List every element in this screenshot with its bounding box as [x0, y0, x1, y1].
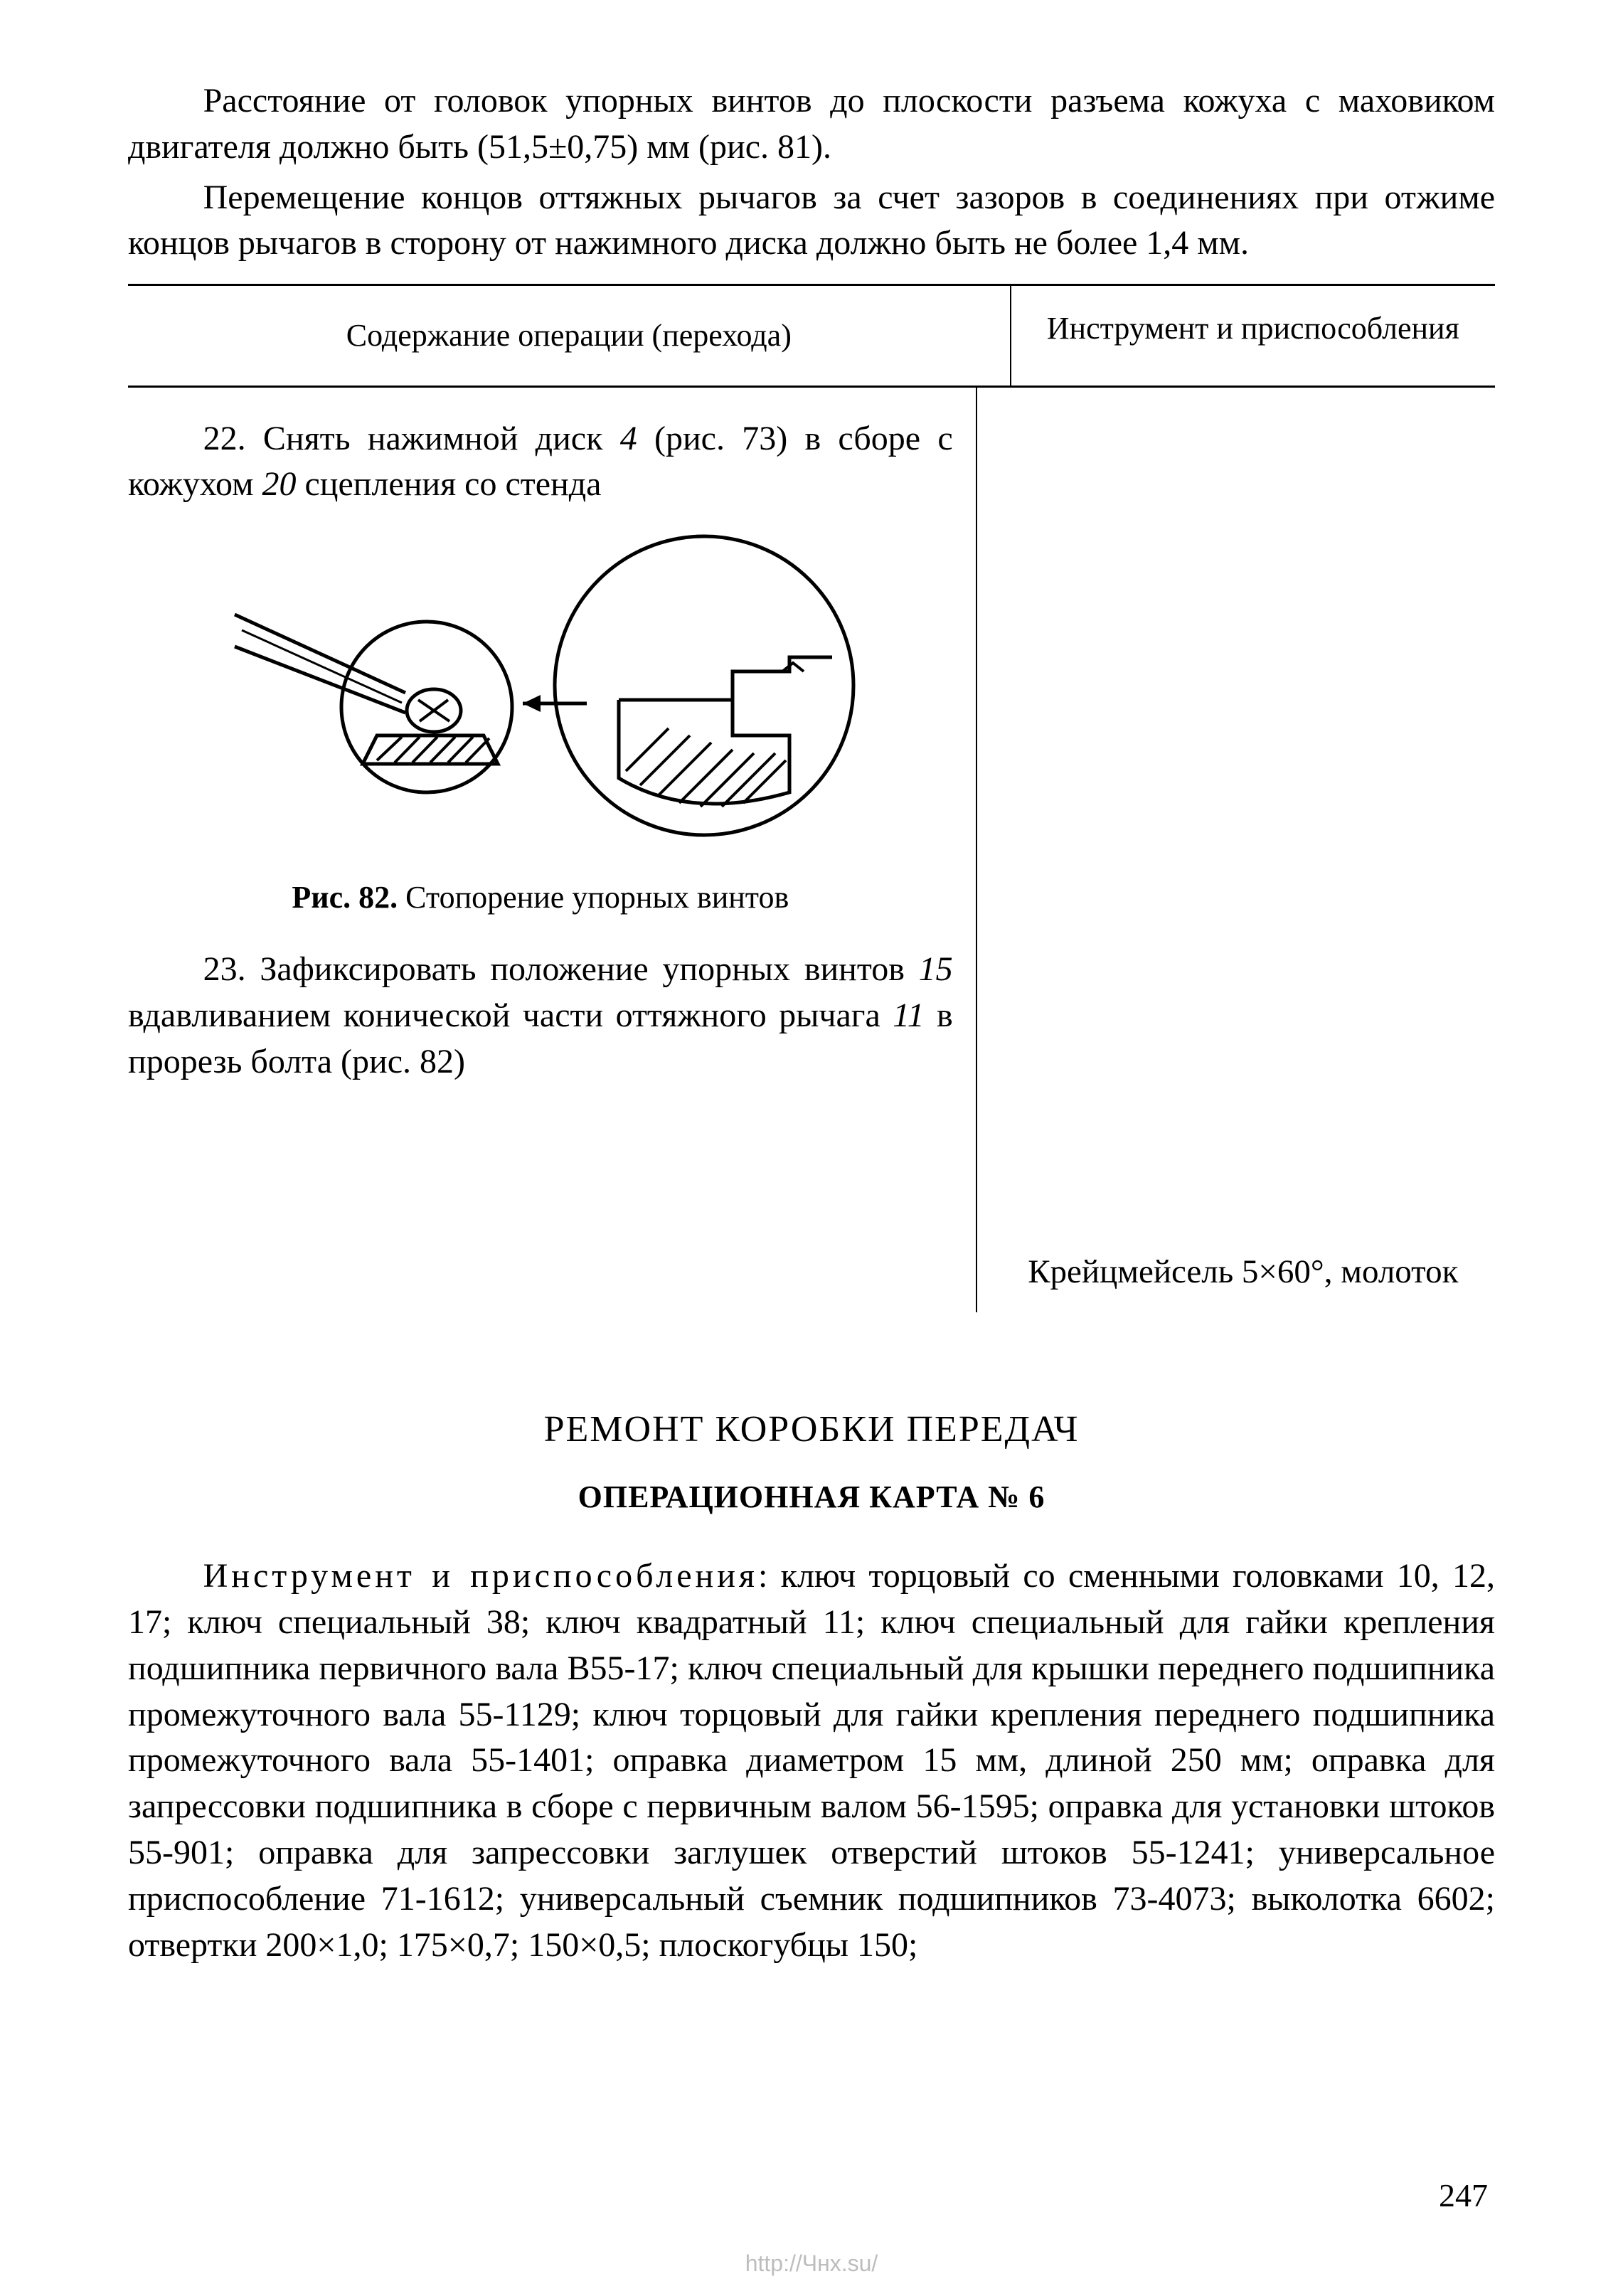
op22-text-a: Снять нажимной диск	[246, 420, 620, 457]
intro-paragraph-2: Перемещение концов оттяжных рычагов за с…	[128, 175, 1495, 267]
op23-ref-15: 15	[919, 950, 953, 988]
figure-82	[128, 522, 953, 869]
op22-num: 22.	[203, 420, 246, 457]
table-header-row: Содержание операции (перехода) Инструмен…	[128, 286, 1495, 387]
operation-23: 23. Зафиксировать положение упорных винт…	[128, 947, 953, 1085]
figure-82-svg	[192, 522, 889, 856]
table-header-left: Содержание операции (перехода)	[128, 286, 1010, 385]
op23-text-b: вдавливанием конической части оттяжного …	[128, 996, 893, 1034]
page-container: Расстояние от головок упорных винтов до …	[0, 0, 1623, 2296]
tool-row-23: Крейцмейсель 5×60°, молоток	[997, 1250, 1489, 1295]
op23-ref-11: 11	[893, 996, 924, 1034]
op23-num: 23.	[203, 950, 246, 988]
tools-body: : ключ торцовый со сменными головками 10…	[128, 1557, 1495, 1963]
magnifier-circle	[555, 536, 853, 835]
figure-82-label: Рис. 82.	[292, 880, 398, 915]
op22-text-c: сцепления со стенда	[296, 465, 601, 503]
table-body-right: Крейцмейсель 5×60°, молоток	[976, 388, 1495, 1312]
operation-card-title: ОПЕРАЦИОННАЯ КАРТА № 6	[128, 1476, 1495, 1518]
op22-ref-4: 4	[620, 420, 637, 457]
arrow-head	[523, 695, 541, 712]
page-number: 247	[1439, 2174, 1488, 2218]
table-body: 22. Снять нажимной диск 4 (рис. 73) в сб…	[128, 388, 1495, 1312]
section-title: РЕМОНТ КОРОБКИ ПЕРЕДАЧ	[128, 1405, 1495, 1455]
table-body-left: 22. Снять нажимной диск 4 (рис. 73) в сб…	[128, 388, 976, 1312]
op22-ref-20: 20	[262, 465, 296, 503]
table-header-right: Инструмент и приспособления	[1010, 286, 1495, 385]
tools-paragraph: Инструмент и приспособления: ключ торцов…	[128, 1553, 1495, 1968]
footer-url: http://Чнх.su/	[0, 2248, 1623, 2279]
figure-82-caption: Рис. 82. Стопорение упорных винтов	[211, 876, 871, 918]
figure-82-text: Стопорение упорных винтов	[398, 880, 789, 915]
tools-lead: Инструмент и приспособления	[203, 1557, 758, 1595]
operation-22: 22. Снять нажимной диск 4 (рис. 73) в сб…	[128, 416, 953, 509]
intro-paragraph-1: Расстояние от головок упорных винтов до …	[128, 78, 1495, 171]
op23-text-a: Зафиксировать положение упорных винтов	[246, 950, 919, 988]
